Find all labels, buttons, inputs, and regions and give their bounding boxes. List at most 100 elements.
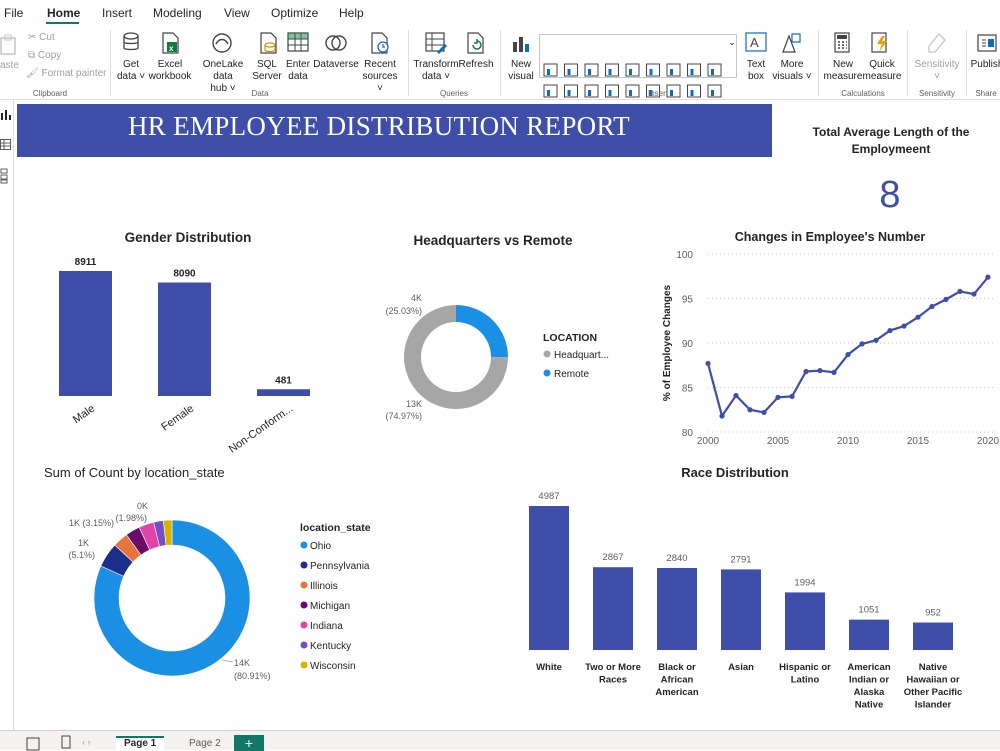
visual-type-icon-mark bbox=[567, 69, 571, 75]
page-nav-arrows[interactable]: ‹ › bbox=[82, 737, 91, 747]
active-tab-indicator bbox=[46, 22, 79, 24]
sensitivity-button[interactable]: Sensitivity ˅ bbox=[914, 59, 960, 82]
table-view-icon[interactable] bbox=[0, 138, 12, 152]
line-point bbox=[831, 369, 837, 375]
page-view-icon[interactable] bbox=[26, 737, 40, 751]
state-legend-label: Illinois bbox=[310, 581, 338, 592]
line-y-axis-label: % of Employee Changes bbox=[662, 284, 673, 401]
menu-help[interactable]: Help bbox=[339, 6, 364, 20]
state-legend-label: Wisconsin bbox=[310, 661, 356, 672]
gender-data-label: 8090 bbox=[173, 269, 196, 280]
dataverse-button[interactable]: Dataverse bbox=[313, 59, 359, 70]
race-category-label: American bbox=[655, 687, 698, 698]
onelake-data-hub-button[interactable]: OneLake data hub ˅ bbox=[202, 59, 244, 94]
visual-type-icon-mark bbox=[588, 69, 591, 75]
visual-type-icons[interactable] bbox=[538, 60, 738, 104]
gender-category-label: Female bbox=[159, 403, 196, 434]
visual-type-icon-mark bbox=[608, 90, 612, 96]
line-point bbox=[859, 341, 865, 347]
report-view-icon[interactable] bbox=[0, 108, 12, 122]
state-donut-chart[interactable]: 0K (1.98%)1K (3.15%) 1K (5.1%) 14K (80.91%) lo… bbox=[40, 490, 380, 690]
hq-legend-marker bbox=[543, 369, 551, 377]
hq-donut-slice bbox=[404, 305, 508, 409]
visual-type-icon-mark bbox=[629, 90, 632, 96]
gender-bar-chart[interactable]: 8911 Male 8090 Female 481 Non-Conform... bbox=[30, 250, 340, 460]
employee-changes-line-chart[interactable]: 80 85 90 95 100 2000 2005 2010 2015 2020 % of Empl… bbox=[655, 245, 1000, 450]
quick-measure-icon bbox=[871, 32, 887, 53]
publish-icon bbox=[977, 34, 997, 52]
race-data-label: 2840 bbox=[666, 553, 687, 564]
state-legend-marker bbox=[300, 601, 308, 609]
state-legend-marker bbox=[300, 541, 308, 549]
onelake-icon bbox=[212, 33, 232, 53]
mobile-view-icon[interactable] bbox=[60, 735, 72, 749]
publish-button[interactable]: Publish bbox=[970, 59, 1000, 70]
gender-bar bbox=[257, 389, 310, 396]
cut-button[interactable]: ✂ Cut bbox=[28, 32, 55, 43]
refresh-button[interactable]: Refresh bbox=[458, 59, 494, 70]
view-switcher bbox=[0, 100, 14, 730]
line-point bbox=[803, 368, 809, 375]
new-measure-button[interactable]: New measure bbox=[823, 59, 863, 82]
state-slice-label: 1K bbox=[78, 538, 89, 548]
menu-file[interactable]: File bbox=[4, 6, 24, 20]
line-y-tick: 100 bbox=[676, 250, 693, 261]
menu-modeling[interactable]: Modeling bbox=[153, 6, 202, 20]
hq-slice-label: 13K bbox=[406, 399, 422, 409]
menu-view[interactable]: View bbox=[224, 6, 250, 20]
sensitivity-group-label: Sensitivity bbox=[918, 89, 955, 98]
ribbon-separator bbox=[408, 30, 409, 96]
menu-insert[interactable]: Insert bbox=[102, 6, 133, 20]
dataverse-icon bbox=[325, 35, 347, 51]
state-donut-slice bbox=[162, 519, 173, 546]
line-point bbox=[985, 274, 991, 280]
state-legend-label: Indiana bbox=[310, 621, 343, 632]
copy-icon: ⧉ bbox=[28, 50, 38, 61]
recent-sources-button[interactable]: Recent sources ˅ bbox=[362, 59, 398, 94]
menu-bar: File Home Insert Modeling View Optimize … bbox=[0, 0, 1000, 26]
database-icon bbox=[123, 32, 139, 51]
gender-data-label: 8911 bbox=[75, 257, 97, 268]
page-tab-1[interactable]: Page 1 bbox=[116, 736, 165, 750]
visual-type-icon-mark bbox=[690, 90, 694, 96]
race-data-label: 4987 bbox=[538, 491, 559, 502]
enter-data-button[interactable]: Enter data bbox=[286, 59, 310, 82]
menu-home[interactable]: Home bbox=[47, 6, 81, 20]
visual-type-icon bbox=[564, 63, 578, 77]
state-legend-label: Kentucky bbox=[310, 641, 351, 652]
format-painter-button[interactable]: 🖌 Format painter bbox=[26, 68, 107, 79]
add-page-button[interactable]: + bbox=[234, 735, 264, 751]
transform-data-button[interactable]: Transform data ˅ bbox=[413, 59, 459, 82]
visual-type-icon bbox=[564, 84, 578, 98]
hq-chart-title: Headquarters vs Remote bbox=[413, 233, 573, 248]
quick-measure-button[interactable]: Quick measure bbox=[862, 59, 902, 82]
visual-type-icon-mark bbox=[608, 69, 612, 75]
race-category-label: Hispanic or bbox=[779, 662, 831, 673]
copy-button[interactable]: ⧉ Copy bbox=[28, 50, 62, 61]
state-leader-line bbox=[221, 659, 234, 663]
gallery-expand-icon[interactable]: ⌄ bbox=[728, 37, 736, 47]
more-visuals-button[interactable]: More visuals ˅ bbox=[772, 59, 812, 82]
share-group-label: Share bbox=[975, 89, 997, 98]
visual-type-icon-mark bbox=[670, 69, 673, 75]
visual-type-icon-mark bbox=[649, 90, 653, 96]
avg-employment-card-value: 8 bbox=[879, 174, 901, 216]
visual-type-icon bbox=[584, 84, 599, 98]
sql-server-button[interactable]: SQL Server bbox=[252, 59, 282, 82]
visualizations-gallery[interactable] bbox=[539, 34, 737, 78]
hq-legend-label: Headquart... bbox=[554, 350, 609, 361]
model-view-icon[interactable] bbox=[0, 168, 12, 184]
text-box-button[interactable]: Text box bbox=[746, 59, 766, 82]
get-data-button[interactable]: Get data ˅ bbox=[116, 59, 146, 82]
menu-optimize[interactable]: Optimize bbox=[271, 6, 319, 20]
race-category-label: Indian or bbox=[849, 675, 889, 686]
paste-button[interactable]: aste bbox=[0, 60, 19, 71]
new-visual-button[interactable]: New visual bbox=[508, 59, 534, 82]
hq-donut-chart[interactable]: 4K (25.03%) 13K (74.97%) LOCATION Headquart..… bbox=[380, 285, 640, 430]
excel-workbook-button[interactable]: Excel workbook bbox=[148, 59, 192, 82]
race-bar-chart[interactable]: 4987 White 2867 Two or More Races 2840 Black o… bbox=[515, 485, 985, 720]
line-point bbox=[873, 337, 879, 343]
brush-icon: 🖌 bbox=[26, 68, 42, 79]
race-data-label: 2791 bbox=[730, 554, 751, 565]
page-tab-2[interactable]: Page 2 bbox=[189, 738, 221, 749]
